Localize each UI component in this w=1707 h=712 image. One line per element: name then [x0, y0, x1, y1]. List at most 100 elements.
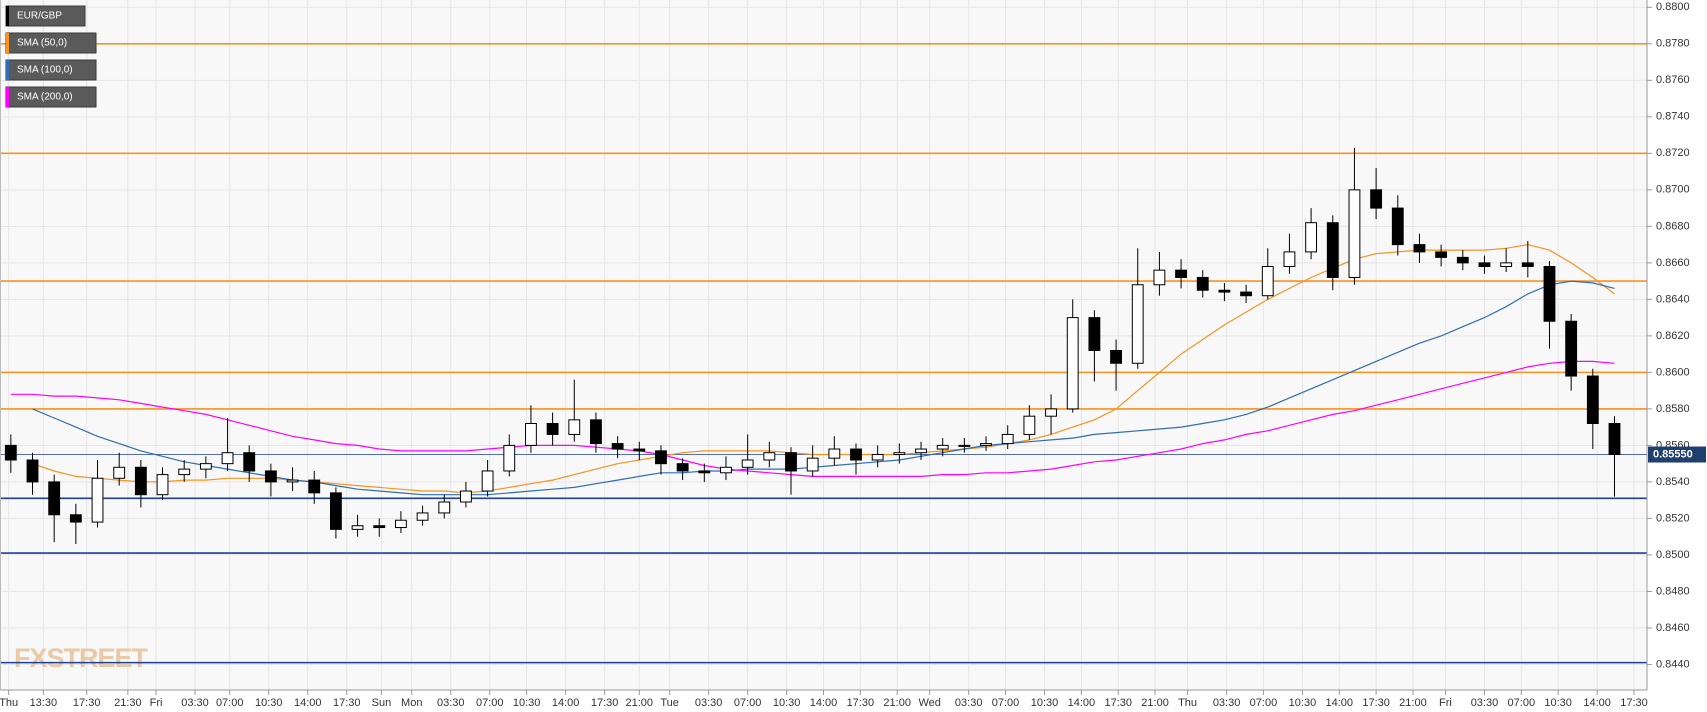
- candle-body: [1175, 269, 1187, 278]
- candle-body: [1066, 317, 1079, 410]
- candle-body: [373, 525, 386, 529]
- candle-body: [611, 443, 624, 450]
- legend-entry: SMA (100,0): [5, 59, 97, 81]
- candle-body: [48, 481, 61, 516]
- candle-body: [655, 450, 667, 465]
- y-tick-label: 0.8620: [1656, 330, 1690, 342]
- candle-body: [1305, 222, 1318, 253]
- y-tick-label: 0.8640: [1656, 293, 1690, 305]
- candle-body: [568, 419, 581, 435]
- candle-body: [1348, 189, 1361, 278]
- candle-body: [1326, 222, 1339, 278]
- x-tick-label: 07:00: [1250, 697, 1278, 709]
- candle-body: [720, 466, 732, 474]
- x-tick-label: Thu: [1178, 697, 1197, 709]
- last-price-label: 0.85550: [1653, 448, 1693, 460]
- candle-body: [1478, 262, 1491, 268]
- x-tick-label: 10:30: [773, 697, 801, 709]
- candle-body: [243, 452, 256, 472]
- candle-body: [915, 448, 927, 454]
- x-tick-label: Sun: [372, 697, 392, 709]
- candle-body: [590, 419, 602, 445]
- candle-body: [1543, 266, 1556, 322]
- x-tick-label: 17:30: [1620, 697, 1648, 709]
- x-tick-label: 03:30: [1213, 697, 1241, 709]
- y-tick-label: 0.8800: [1656, 1, 1690, 13]
- x-tick-label: 21:00: [1399, 697, 1427, 709]
- y-tick-label: 0.8500: [1656, 549, 1690, 561]
- candle-body: [1110, 349, 1122, 364]
- candle-body: [1261, 266, 1274, 297]
- x-tick-label: 21:00: [626, 697, 654, 709]
- candle-body: [69, 514, 82, 523]
- x-tick-label: 17:30: [73, 697, 101, 709]
- x-tick-label: 03:30: [955, 697, 983, 709]
- legend-swatch: [6, 87, 9, 107]
- legend-swatch: [6, 33, 9, 53]
- x-tick-label: 07:00: [1508, 697, 1536, 709]
- candle-body: [633, 448, 646, 452]
- candle-body: [264, 470, 277, 483]
- candle-body: [134, 466, 147, 496]
- y-tick-label: 0.8740: [1656, 111, 1690, 123]
- candle-body: [91, 477, 104, 523]
- candle-body: [850, 448, 862, 461]
- x-tick-label: 17:30: [591, 697, 619, 709]
- x-tick-label: 03:30: [181, 697, 209, 709]
- x-tick-label: 17:30: [1104, 697, 1132, 709]
- legend-entry: SMA (200,0): [5, 86, 97, 108]
- candle-body: [113, 466, 126, 479]
- y-tick-label: 0.8520: [1656, 512, 1690, 524]
- watermark: FXSTREET: [14, 643, 149, 673]
- candle-body: [481, 470, 494, 492]
- y-tick-label: 0.8720: [1656, 147, 1690, 159]
- candle-body: [1435, 251, 1448, 258]
- y-tick-label: 0.8680: [1656, 220, 1690, 232]
- x-tick-label: 10:30: [1544, 697, 1572, 709]
- candle-body: [1001, 433, 1014, 445]
- candle-body: [1196, 276, 1209, 291]
- legend-swatch: [6, 60, 9, 80]
- x-tick-label: 14:00: [1583, 697, 1611, 709]
- x-tick-label: 03:30: [437, 697, 465, 709]
- x-tick-label: Mon: [401, 697, 422, 709]
- candle-body: [1565, 320, 1578, 377]
- candle-body: [416, 512, 429, 521]
- legend-label: SMA (100,0): [17, 65, 73, 76]
- x-tick-label: 03:30: [1471, 697, 1499, 709]
- candle-body: [698, 470, 711, 474]
- candle-body: [1131, 284, 1144, 364]
- candle-body: [4, 444, 17, 461]
- candles: [4, 147, 1621, 544]
- y-tick-label: 0.8760: [1656, 74, 1690, 86]
- y-tick-label: 0.8440: [1656, 658, 1690, 670]
- y-tick-label: 0.8700: [1656, 184, 1690, 196]
- x-tick-label: 21:00: [1141, 697, 1169, 709]
- candle-body: [785, 452, 797, 472]
- y-tick-label: 0.8660: [1656, 257, 1690, 269]
- legend-entry: SMA (50,0): [5, 32, 97, 54]
- candle-body: [546, 422, 559, 435]
- candle-body: [741, 459, 754, 468]
- x-tick-label: 07:00: [476, 697, 504, 709]
- x-tick-label: Tue: [660, 697, 679, 709]
- candle-body: [806, 457, 819, 472]
- candle-body: [308, 479, 321, 494]
- candle-body: [1521, 262, 1534, 268]
- candle-body: [156, 474, 169, 496]
- legend-label: EUR/GBP: [17, 11, 62, 22]
- candle-body: [503, 444, 516, 472]
- candle-body: [1283, 251, 1296, 268]
- x-tick-label: 14:00: [810, 697, 838, 709]
- candle-body: [286, 479, 299, 483]
- x-tick-label: 17:30: [1362, 697, 1390, 709]
- y-tick-label: 0.8540: [1656, 476, 1690, 488]
- candle-body: [871, 454, 884, 461]
- x-tick-label: 21:30: [114, 697, 142, 709]
- x-tick-label: 21:00: [883, 697, 911, 709]
- candle-body: [1391, 207, 1404, 246]
- x-tick-label: 10:30: [255, 697, 283, 709]
- x-tick-label: 17:30: [333, 697, 361, 709]
- candle-body: [828, 448, 841, 459]
